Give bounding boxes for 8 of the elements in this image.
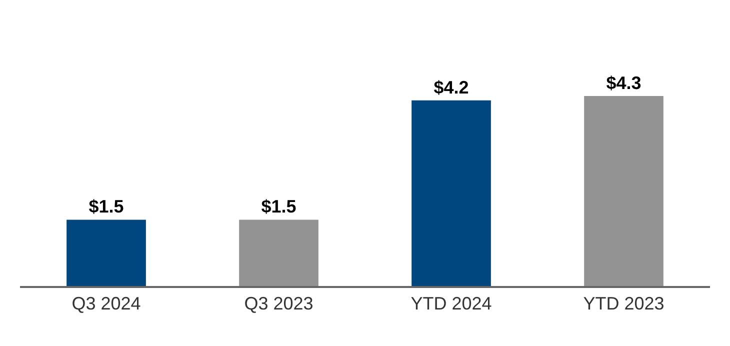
x-tick-label: YTD 2024 xyxy=(410,293,492,314)
data-label: $1.5 xyxy=(261,196,296,217)
data-label: $4.3 xyxy=(606,73,642,93)
x-tick-label: Q3 2023 xyxy=(244,293,314,314)
x-tick-label: YTD 2023 xyxy=(583,293,664,314)
x-tick-label: Q3 2024 xyxy=(72,293,141,314)
data-label: $4.2 xyxy=(434,77,469,98)
data-label: $1.5 xyxy=(88,196,124,217)
